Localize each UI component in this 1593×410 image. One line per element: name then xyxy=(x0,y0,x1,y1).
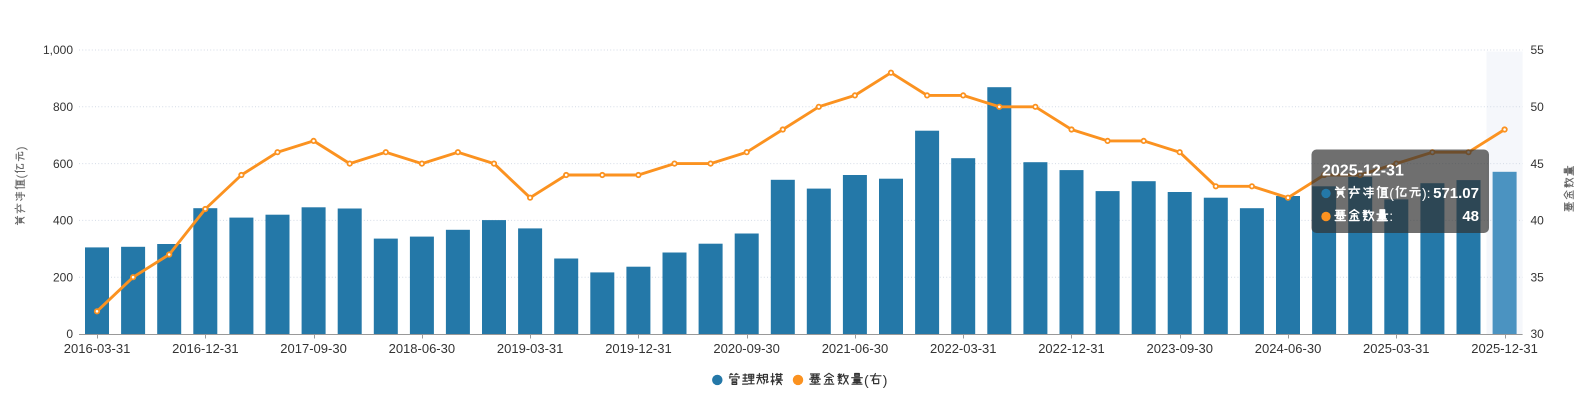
svg-text:): ) xyxy=(883,372,888,388)
svg-text:2025-03-31: 2025-03-31 xyxy=(1363,341,1430,356)
svg-text:571.07: 571.07 xyxy=(1433,185,1479,202)
svg-text:45: 45 xyxy=(1531,157,1545,171)
svg-text:1,000: 1,000 xyxy=(43,43,73,57)
svg-text:600: 600 xyxy=(53,157,73,171)
svg-text:0: 0 xyxy=(66,327,73,341)
svg-text:200: 200 xyxy=(53,270,73,284)
svg-text:400: 400 xyxy=(53,214,73,228)
svg-text:2016-03-31: 2016-03-31 xyxy=(64,341,131,356)
svg-text:2017-09-30: 2017-09-30 xyxy=(280,341,347,356)
svg-text:2021-06-30: 2021-06-30 xyxy=(822,341,889,356)
svg-text:800: 800 xyxy=(53,100,73,114)
svg-text:35: 35 xyxy=(1531,270,1545,284)
svg-text:2025-12-31: 2025-12-31 xyxy=(1471,341,1538,356)
svg-text:(: ( xyxy=(14,175,28,179)
svg-text:2025-12-31: 2025-12-31 xyxy=(1322,163,1404,180)
svg-text:2016-12-31: 2016-12-31 xyxy=(172,341,239,356)
svg-text:2024-06-30: 2024-06-30 xyxy=(1255,341,1322,356)
svg-text:2019-03-31: 2019-03-31 xyxy=(497,341,564,356)
svg-text:2020-09-30: 2020-09-30 xyxy=(713,341,780,356)
svg-text:50: 50 xyxy=(1531,100,1545,114)
svg-text:(: ( xyxy=(1389,185,1394,201)
svg-text:2018-06-30: 2018-06-30 xyxy=(389,341,456,356)
svg-text:(: ( xyxy=(864,372,869,388)
svg-text:40: 40 xyxy=(1531,214,1545,228)
svg-text:2022-12-31: 2022-12-31 xyxy=(1038,341,1105,356)
svg-text:2022-03-31: 2022-03-31 xyxy=(930,341,997,356)
svg-text:): ) xyxy=(14,147,28,151)
svg-text:30: 30 xyxy=(1531,327,1545,341)
svg-text:55: 55 xyxy=(1531,43,1545,57)
svg-text:2019-12-31: 2019-12-31 xyxy=(605,341,672,356)
svg-text:):: ): xyxy=(1422,185,1431,201)
svg-text::: : xyxy=(1389,208,1393,224)
svg-text:48: 48 xyxy=(1462,208,1479,225)
svg-text:2023-09-30: 2023-09-30 xyxy=(1147,341,1214,356)
